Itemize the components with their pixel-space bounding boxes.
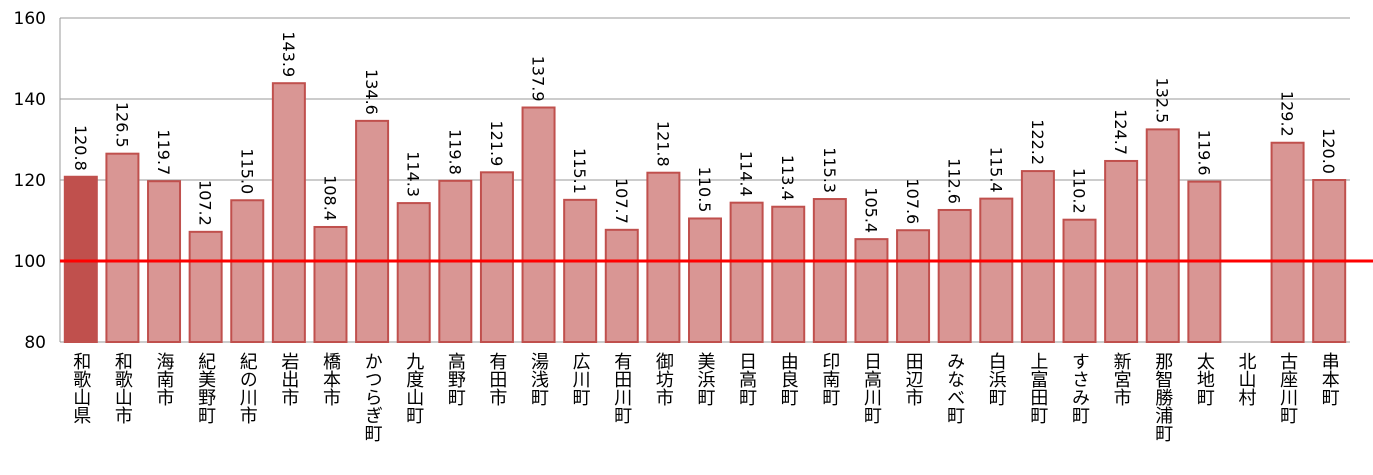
x-tick-label: 古座川町 xyxy=(1277,352,1298,424)
x-tick-label: 広川町 xyxy=(570,352,591,406)
value-label: 107.2 xyxy=(196,180,215,226)
y-tick-label: 120 xyxy=(14,171,46,191)
bar xyxy=(812,198,847,343)
value-label: 108.4 xyxy=(320,175,339,221)
bar xyxy=(1145,128,1180,343)
x-tick-label: 由良町 xyxy=(778,352,799,406)
bar xyxy=(1104,159,1139,343)
x-tick-label: 高野町 xyxy=(445,352,466,406)
bar xyxy=(646,171,681,343)
value-label: 134.6 xyxy=(362,69,381,115)
bar xyxy=(854,238,889,344)
bar xyxy=(771,205,806,343)
x-tick-label: 和歌山県 xyxy=(70,352,91,424)
value-label: 114.3 xyxy=(404,151,423,197)
value-label: 129.2 xyxy=(1278,91,1297,137)
x-tick-label: 紀の川市 xyxy=(237,352,258,424)
value-label: 124.7 xyxy=(1111,109,1130,155)
x-tick-label: かつらぎ町 xyxy=(362,352,383,442)
x-tick-label: 日高町 xyxy=(736,352,757,406)
x-tick-label: みなべ町 xyxy=(944,352,965,424)
value-label: 121.8 xyxy=(653,121,672,167)
bar xyxy=(1062,218,1097,343)
value-label: 115.3 xyxy=(820,147,839,193)
x-tick-label: 橋本市 xyxy=(320,352,341,406)
x-tick-label: 上富田町 xyxy=(1027,352,1048,424)
bar xyxy=(230,199,265,343)
x-tick-label: すさみ町 xyxy=(1069,352,1090,424)
value-label: 119.7 xyxy=(154,129,173,175)
bar xyxy=(479,171,514,343)
bar xyxy=(63,175,98,343)
x-tick-label: 湯浅町 xyxy=(528,352,549,406)
x-tick-label: 海南市 xyxy=(154,352,175,406)
bar xyxy=(604,228,639,343)
value-label: 114.4 xyxy=(737,151,756,197)
y-tick-label: 80 xyxy=(24,333,46,353)
x-tick-label: 岩出市 xyxy=(278,352,299,406)
x-tick-label: 太地町 xyxy=(1194,352,1215,406)
x-tick-label: 串本町 xyxy=(1319,352,1340,406)
x-tick-label: 日高川町 xyxy=(861,352,882,424)
value-label: 119.6 xyxy=(1194,130,1213,176)
y-tick-label: 140 xyxy=(14,90,46,110)
bar xyxy=(729,201,764,343)
value-label: 115.1 xyxy=(570,148,589,194)
value-label: 115.0 xyxy=(237,148,256,194)
x-tick-label: 那智勝浦町 xyxy=(1152,352,1173,442)
bar xyxy=(271,82,306,344)
value-label: 110.2 xyxy=(1070,168,1089,214)
value-label: 120.8 xyxy=(71,125,90,171)
x-tick-label: 御坊市 xyxy=(653,352,674,406)
x-tick-label: 有田市 xyxy=(486,352,507,406)
x-tick-label: 田辺市 xyxy=(903,352,924,406)
value-label: 115.4 xyxy=(986,147,1005,193)
value-label: 137.9 xyxy=(529,56,548,102)
x-tick-label: 白浜町 xyxy=(986,352,1007,406)
value-label: 132.5 xyxy=(1153,78,1172,124)
value-label: 121.9 xyxy=(487,120,506,166)
bar xyxy=(563,198,598,343)
value-label: 112.6 xyxy=(945,158,964,204)
x-tick-label: 美浜町 xyxy=(695,352,716,406)
y-tick-label: 160 xyxy=(14,9,46,29)
value-label: 113.4 xyxy=(778,155,797,201)
bar xyxy=(396,202,431,343)
bar xyxy=(313,225,348,343)
value-label: 143.9 xyxy=(279,31,298,77)
value-label: 107.6 xyxy=(903,178,922,224)
x-tick-label: 有田川町 xyxy=(611,352,632,424)
bar xyxy=(688,217,722,344)
bar xyxy=(355,119,390,344)
y-tick-label: 100 xyxy=(14,252,46,272)
x-tick-label: 北山村 xyxy=(1235,352,1256,406)
value-label: 119.8 xyxy=(445,129,464,175)
bar xyxy=(1270,141,1305,343)
bar xyxy=(979,197,1014,343)
value-label: 107.7 xyxy=(612,178,631,224)
x-tick-label: 九度山町 xyxy=(403,352,424,424)
value-label: 110.5 xyxy=(695,167,714,213)
value-label: 120.0 xyxy=(1319,128,1338,174)
bar xyxy=(896,229,931,343)
value-label: 105.4 xyxy=(861,187,880,233)
x-tick-label: 印南町 xyxy=(819,352,840,406)
bar xyxy=(105,152,140,343)
x-tick-label: 和歌山市 xyxy=(112,352,133,424)
bar xyxy=(521,106,556,343)
bar xyxy=(188,230,223,343)
x-tick-label: 紀美野町 xyxy=(195,352,216,424)
value-label: 122.2 xyxy=(1028,119,1047,165)
bar xyxy=(1020,170,1055,343)
value-label: 126.5 xyxy=(112,102,131,148)
x-tick-label: 新宮市 xyxy=(1111,352,1132,406)
bar xyxy=(937,208,972,343)
